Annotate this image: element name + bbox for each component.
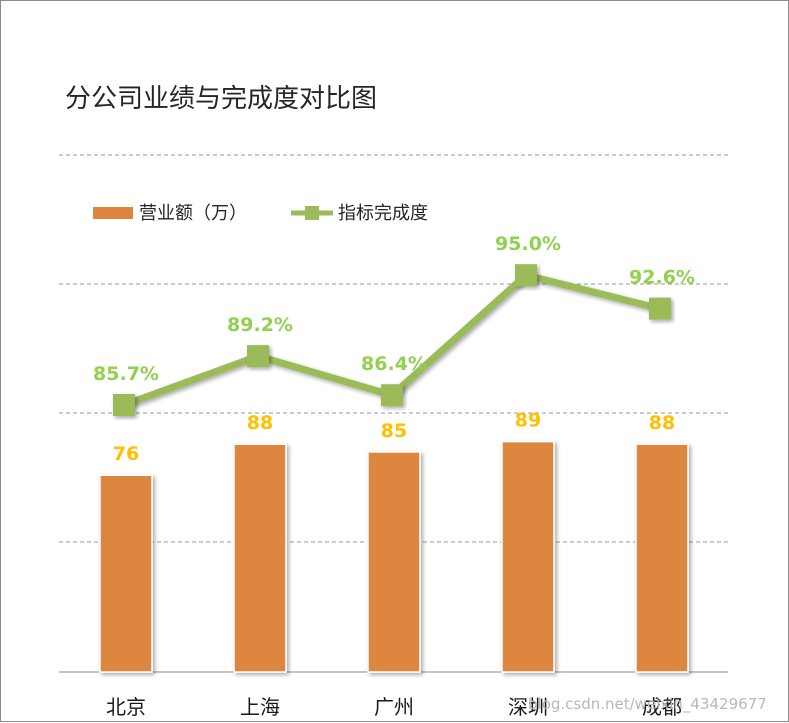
legend-bar-label: 营业额（万） xyxy=(139,203,247,224)
line-marker xyxy=(381,384,403,407)
legend-line-label: 指标完成度 xyxy=(338,203,428,224)
line-marker xyxy=(247,345,269,368)
bar xyxy=(501,440,555,673)
bar xyxy=(99,474,153,673)
bar xyxy=(635,443,689,673)
bar xyxy=(233,443,287,673)
category-label: 上海 xyxy=(240,695,280,719)
legend-bar-swatch xyxy=(93,207,133,219)
line-marker xyxy=(515,264,537,287)
watermark: blog.csdn.net/weixin_43429677 xyxy=(528,695,767,714)
legend: 营业额（万） 指标完成度 xyxy=(93,203,428,224)
bar-value-label: 88 xyxy=(247,412,273,434)
category-labels: 北京 上海 广州 深圳 成都 xyxy=(106,695,682,719)
bar-value-label: 85 xyxy=(381,420,407,442)
completion-line xyxy=(113,264,671,416)
line-marker xyxy=(649,297,671,320)
bar-value-label: 76 xyxy=(113,443,139,465)
bar-labels: 76 88 85 89 88 xyxy=(113,410,675,466)
bars xyxy=(99,440,689,673)
category-label: 成都 xyxy=(642,695,682,719)
category-label: 深圳 xyxy=(508,695,548,719)
bar-value-label: 89 xyxy=(515,410,541,432)
line-value-label: 92.6% xyxy=(629,267,695,289)
line-value-label: 86.4% xyxy=(361,353,427,375)
line-labels: 85.7% 89.2% 86.4% 95.0% 92.6% xyxy=(93,233,695,385)
chart-title: 分公司业绩与完成度对比图 xyxy=(65,84,377,114)
line-marker xyxy=(113,394,135,416)
legend-line-marker xyxy=(305,206,319,220)
line-value-label: 85.7% xyxy=(93,363,159,385)
bar xyxy=(367,451,421,673)
line-value-label: 95.0% xyxy=(495,233,561,255)
line-value-label: 89.2% xyxy=(227,314,293,336)
bar-value-label: 88 xyxy=(649,412,675,434)
category-label: 广州 xyxy=(374,695,414,719)
category-label: 北京 xyxy=(106,695,146,719)
